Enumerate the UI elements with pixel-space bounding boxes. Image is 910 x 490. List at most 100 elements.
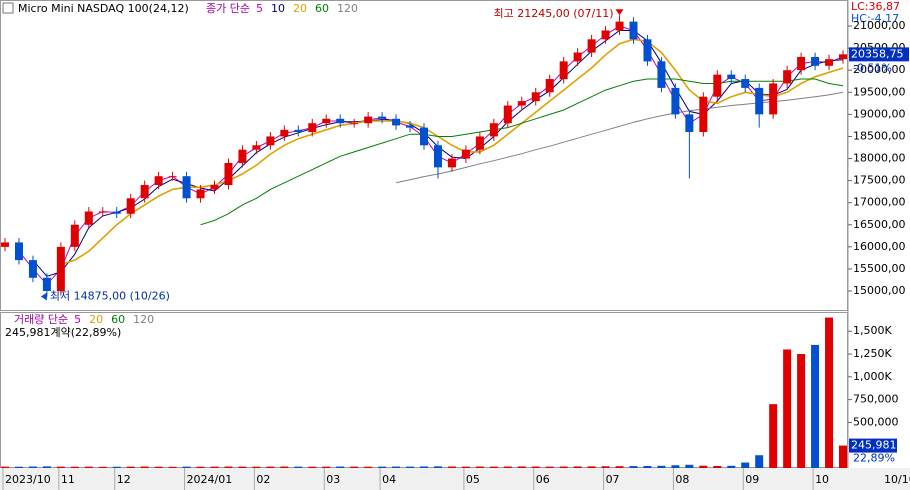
volume-bar [294, 466, 303, 468]
legend-item: 20 [89, 313, 103, 326]
volume-bar [741, 462, 750, 468]
candle-body [769, 83, 778, 115]
last-volume-box [849, 438, 897, 453]
candle-body [447, 158, 456, 168]
legend-item: 10 [271, 2, 285, 15]
candle-body [531, 92, 540, 102]
volume-change-label: 22,89% [853, 452, 895, 465]
volume-bar [517, 466, 526, 468]
last-price-label: 20358,75 [851, 47, 904, 60]
y-tick-label: 18500,00 [853, 129, 906, 142]
legend-item: 5 [256, 2, 263, 15]
candle-body [392, 118, 401, 126]
candle-body [727, 74, 736, 80]
candle-body [783, 70, 792, 84]
volume-bar [224, 466, 233, 468]
volume-bar [475, 466, 484, 468]
candle-body [811, 56, 820, 66]
volume-bar [322, 466, 331, 468]
panel-icon [2, 2, 14, 14]
candle-body [573, 52, 582, 62]
candle-body [433, 145, 442, 168]
candle-body [350, 123, 359, 125]
volume-bar [364, 466, 373, 468]
candle-body [587, 39, 596, 53]
y-tick-label: 15500,00 [853, 262, 906, 275]
candle-body [154, 176, 163, 186]
candle-body [839, 54, 847, 60]
candle-body [98, 211, 107, 213]
legend-item: 5 [74, 313, 81, 326]
candle-body [475, 136, 484, 150]
candle-body [14, 242, 23, 261]
hc-label: HC:-4,17 [851, 12, 899, 25]
low-marker [40, 292, 47, 301]
volume-bar [140, 466, 149, 468]
low-annotation: 최저 14875,00 (10/26) [50, 290, 170, 303]
x-tick-label: 11 [61, 473, 75, 486]
volume-bar [447, 466, 456, 468]
legend-item: 60 [315, 2, 329, 15]
candle-body [84, 211, 93, 225]
candle-body [378, 116, 387, 119]
volume-bar [671, 465, 680, 468]
volume-bar [1, 466, 9, 468]
change-label: -0,51% [853, 61, 892, 74]
candle-body [294, 129, 303, 133]
candle-body [42, 277, 51, 292]
y-tick-label: 19000,00 [853, 107, 906, 120]
y-tick-label: 15000,00 [853, 284, 906, 297]
candle-body [657, 61, 666, 88]
volume-bar [154, 466, 163, 468]
y-tick-label: 1,250K [853, 347, 892, 360]
last-volume-label: 245,981 [851, 439, 897, 452]
candle-body [56, 246, 65, 292]
candle-body [615, 21, 624, 31]
x-tick-label: 05 [466, 473, 480, 486]
candle-body [406, 125, 415, 128]
candle-body [70, 224, 79, 247]
candle-body [643, 39, 652, 62]
candle-body [224, 162, 233, 186]
candle-body [601, 30, 610, 40]
volume-bar [783, 349, 792, 468]
legend-item: 60 [111, 313, 125, 326]
volume-bar [545, 466, 554, 468]
volume-bar [252, 466, 261, 468]
volume-legend-prefix: 거래량 단순 [14, 313, 68, 326]
legend-item: 20 [293, 2, 307, 15]
volume-bar [769, 404, 778, 468]
candle-body [210, 185, 219, 190]
volume-bar [713, 465, 722, 468]
y-tick-label: 500,000 [853, 415, 899, 428]
y-tick-label: 1,500K [853, 324, 892, 337]
candle-body [308, 123, 317, 133]
volume-bar [196, 466, 205, 468]
ma-line [395, 91, 844, 184]
x-tick-label: 03 [326, 473, 340, 486]
y-tick-label: 17000,00 [853, 196, 906, 209]
candle-body [252, 145, 261, 150]
volume-bar [643, 465, 652, 468]
candle-body [713, 74, 722, 97]
candle-body [140, 185, 149, 199]
high-annotation: 최고 21245,00 (07/11) [494, 7, 614, 20]
candle-body [28, 260, 37, 278]
y-tick-label: 18000,00 [853, 152, 906, 165]
volume-bar [531, 466, 540, 468]
candle-body [126, 198, 135, 214]
candle-body [266, 136, 275, 146]
volume-bar [210, 466, 219, 468]
candle-body [685, 114, 694, 133]
volume-bar [238, 466, 247, 468]
volume-bar [350, 466, 359, 468]
volume-bar [266, 466, 275, 468]
y-tick-label: 17500,00 [853, 174, 906, 187]
candle-body [196, 189, 205, 199]
volume-bar [685, 464, 694, 468]
volume-bar [615, 466, 624, 468]
x-tick-label: 12 [117, 473, 131, 486]
y-tick-label: 16500,00 [853, 218, 906, 231]
volume-bar [168, 466, 177, 468]
legend-item: 120 [133, 313, 154, 326]
